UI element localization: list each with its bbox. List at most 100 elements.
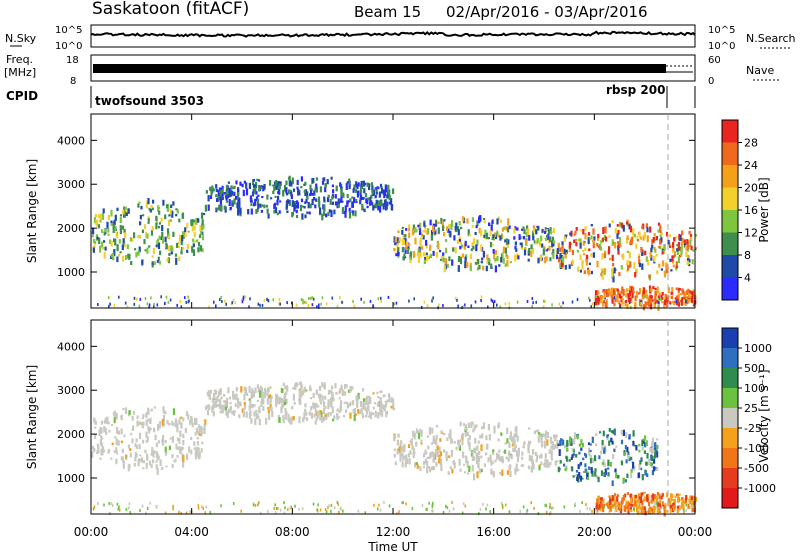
echo-cell bbox=[272, 298, 275, 302]
echo-cell bbox=[99, 457, 102, 460]
echo-cell bbox=[179, 416, 182, 419]
echo-cell bbox=[145, 231, 148, 239]
echo-cell bbox=[341, 207, 344, 214]
echo-cell bbox=[417, 248, 420, 254]
echo-cell bbox=[660, 237, 663, 243]
echo-cell bbox=[296, 202, 299, 209]
echo-cell bbox=[481, 257, 484, 261]
echo-cell bbox=[630, 456, 633, 460]
echo-cell bbox=[417, 224, 420, 228]
echo-cell bbox=[432, 501, 434, 505]
echo-cell bbox=[360, 186, 363, 193]
echo-cell bbox=[531, 247, 535, 254]
echo-cell bbox=[200, 230, 203, 235]
echo-cell bbox=[459, 421, 462, 427]
echo-cell bbox=[528, 235, 531, 241]
echo-cell bbox=[663, 296, 666, 300]
echo-cell bbox=[139, 221, 142, 226]
echo-cell bbox=[633, 494, 636, 501]
echo-cell bbox=[428, 501, 430, 505]
echo-cell bbox=[340, 188, 343, 193]
echo-cell bbox=[288, 199, 291, 204]
echo-cell bbox=[626, 259, 629, 264]
echo-cell bbox=[516, 300, 519, 304]
echo-cell bbox=[283, 501, 285, 505]
echo-cell bbox=[456, 240, 459, 244]
echo-cell bbox=[454, 247, 457, 254]
echo-cell bbox=[633, 500, 636, 507]
echo-cell bbox=[378, 191, 381, 198]
echo-cell bbox=[475, 244, 478, 252]
echo-cell bbox=[136, 415, 139, 419]
echo-cell bbox=[641, 473, 644, 481]
echo-cell bbox=[304, 403, 307, 407]
echo-cell bbox=[509, 261, 512, 264]
echo-cell bbox=[227, 181, 230, 184]
echo-cell bbox=[359, 401, 363, 407]
echo-cell bbox=[474, 232, 477, 236]
echo-cell bbox=[287, 416, 290, 421]
echo-cell bbox=[595, 443, 598, 447]
echo-cell bbox=[260, 391, 263, 398]
echo-cell bbox=[547, 233, 550, 241]
echo-cell bbox=[556, 460, 559, 463]
echo-cell bbox=[612, 290, 615, 296]
echo-cell bbox=[695, 496, 698, 502]
echo-cell bbox=[448, 509, 451, 513]
echo-cell bbox=[600, 470, 604, 476]
echo-cell bbox=[440, 219, 443, 225]
echo-cell bbox=[611, 299, 614, 304]
echo-cell bbox=[676, 493, 679, 497]
echo-cell bbox=[156, 453, 159, 456]
echo-cell bbox=[633, 444, 636, 447]
echo-cell bbox=[602, 430, 605, 437]
echo-cell bbox=[572, 475, 575, 478]
echo-cell bbox=[508, 465, 511, 471]
echo-cell bbox=[100, 435, 103, 438]
echo-cell bbox=[356, 190, 359, 198]
echo-cell bbox=[165, 295, 168, 299]
echo-cell bbox=[146, 436, 149, 442]
echo-cell bbox=[595, 433, 598, 436]
echo-cell bbox=[162, 415, 166, 422]
echo-cell bbox=[336, 304, 339, 308]
echo-cell bbox=[644, 435, 647, 439]
echo-cell bbox=[324, 508, 327, 511]
echo-cell bbox=[176, 423, 179, 428]
y-tick-label: 1000 bbox=[57, 266, 85, 279]
echo-cell bbox=[487, 423, 490, 431]
echo-cell bbox=[688, 259, 691, 263]
echo-cell bbox=[180, 241, 183, 246]
echo-cell bbox=[608, 289, 611, 294]
echo-cell bbox=[204, 419, 207, 426]
echo-cell bbox=[497, 216, 500, 221]
echo-cell bbox=[578, 451, 581, 455]
echo-cell bbox=[626, 262, 629, 266]
echo-cell bbox=[103, 425, 106, 433]
echo-cell bbox=[625, 459, 628, 464]
echo-cell bbox=[498, 264, 501, 267]
echo-cell bbox=[273, 181, 277, 185]
echo-cell bbox=[270, 197, 273, 200]
echo-cell bbox=[547, 463, 550, 469]
echo-cell bbox=[596, 260, 599, 268]
echo-cell bbox=[611, 287, 614, 295]
echo-cell bbox=[93, 419, 96, 424]
echo-cell bbox=[402, 501, 404, 505]
echo-cell bbox=[157, 256, 160, 261]
echo-cell bbox=[649, 303, 653, 310]
echo-cell bbox=[500, 456, 503, 461]
echo-cell bbox=[438, 454, 441, 458]
echo-cell bbox=[262, 405, 265, 412]
echo-cell bbox=[399, 451, 402, 456]
echo-cell bbox=[102, 449, 105, 453]
echo-cell bbox=[176, 437, 180, 441]
echo-cell bbox=[584, 247, 587, 251]
echo-cell bbox=[677, 507, 680, 513]
echo-cell bbox=[427, 255, 430, 260]
echo-cell bbox=[405, 227, 408, 231]
echo-cell bbox=[205, 405, 208, 409]
echo-cell bbox=[309, 388, 312, 391]
echo-cell bbox=[645, 440, 648, 447]
echo-cell bbox=[180, 250, 183, 255]
